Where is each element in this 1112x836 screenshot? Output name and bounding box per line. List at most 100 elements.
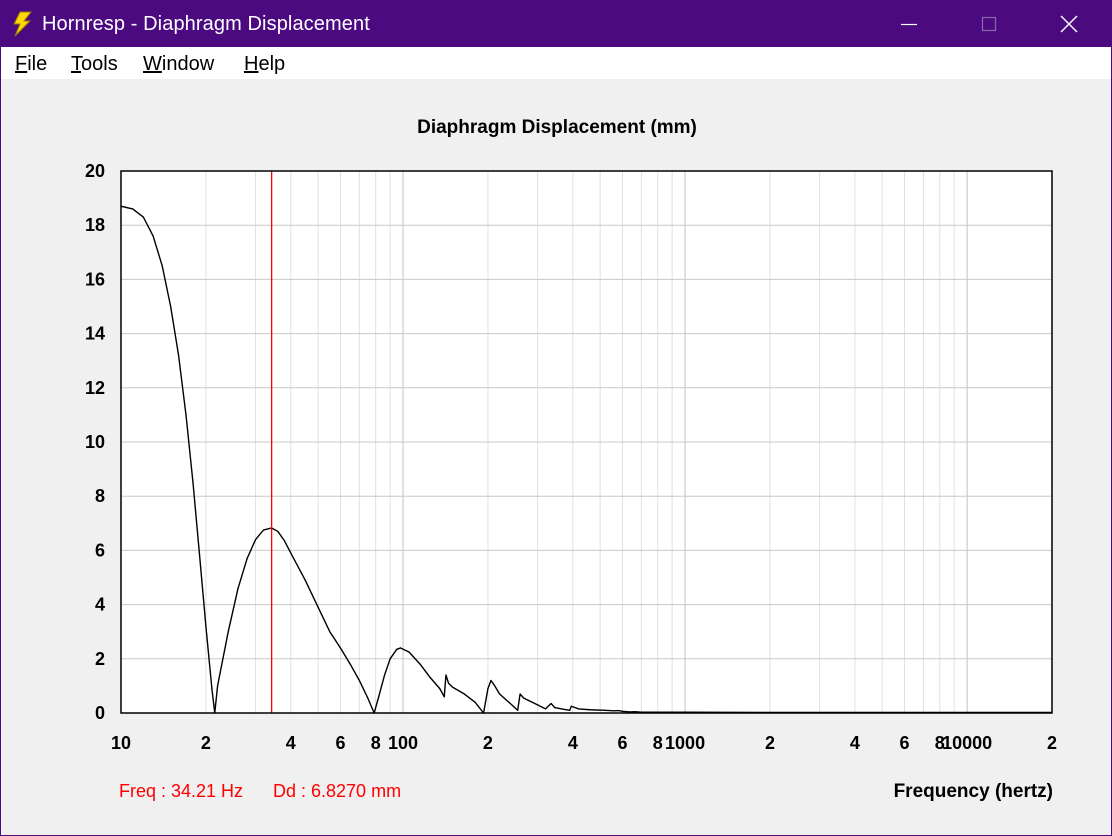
x-tick-label: 10 bbox=[111, 733, 131, 753]
data-point bbox=[629, 711, 632, 713]
data-point bbox=[254, 538, 257, 541]
data-point bbox=[617, 709, 619, 712]
x-tick-label: 8 bbox=[653, 733, 663, 753]
minimize-button[interactable] bbox=[869, 1, 949, 47]
x-tick-label: 6 bbox=[335, 733, 345, 753]
data-point bbox=[569, 709, 571, 711]
x-tick-label: 2 bbox=[483, 733, 493, 753]
data-point bbox=[277, 530, 279, 533]
x-tick-label: 4 bbox=[286, 733, 296, 753]
data-point bbox=[132, 208, 134, 210]
menu-bar: File Tools Window Help bbox=[1, 47, 1111, 79]
data-point bbox=[429, 677, 431, 679]
x-tick-label: 8 bbox=[371, 733, 381, 753]
data-point bbox=[205, 625, 207, 627]
data-point bbox=[517, 709, 519, 711]
data-point bbox=[367, 697, 369, 699]
title-bar[interactable]: Hornresp - Diaphragm Displacement bbox=[1, 1, 1111, 47]
menu-tools[interactable]: Tools bbox=[71, 53, 118, 75]
x-tick-label: 6 bbox=[617, 733, 627, 753]
data-point bbox=[621, 710, 624, 712]
x-tick-label: 2 bbox=[1047, 733, 1057, 753]
data-point bbox=[490, 679, 492, 682]
data-point bbox=[177, 354, 180, 356]
maximize-button[interactable] bbox=[949, 1, 1029, 47]
data-point bbox=[523, 697, 525, 699]
data-point bbox=[317, 606, 319, 608]
freq-readout: Freq : 34.21 Hz bbox=[119, 781, 244, 801]
data-point bbox=[283, 540, 286, 542]
data-point bbox=[419, 663, 421, 665]
x-tick-label: 4 bbox=[850, 733, 860, 753]
plot-border bbox=[120, 170, 1053, 714]
data-point bbox=[439, 688, 441, 690]
data-point bbox=[237, 587, 239, 589]
data-point bbox=[519, 693, 521, 695]
y-tick-label: 8 bbox=[95, 486, 105, 506]
data-point bbox=[544, 708, 547, 710]
data-point bbox=[349, 663, 351, 665]
data-point bbox=[536, 704, 539, 706]
data-point bbox=[499, 693, 501, 695]
data-point bbox=[170, 305, 172, 308]
data-point bbox=[192, 482, 194, 484]
y-tick-label: 18 bbox=[85, 215, 105, 235]
y-tick-label: 4 bbox=[95, 595, 105, 615]
data-point bbox=[550, 702, 552, 705]
x-axis-label: Frequency (hertz) bbox=[893, 781, 1053, 802]
data-point bbox=[199, 555, 201, 557]
menu-help[interactable]: Help bbox=[244, 53, 286, 75]
close-icon bbox=[1060, 15, 1078, 33]
data-point bbox=[554, 706, 556, 709]
y-tick-label: 14 bbox=[85, 324, 105, 344]
data-point bbox=[185, 414, 187, 416]
y-tick-label: 0 bbox=[95, 703, 105, 723]
x-tick-label: 2 bbox=[765, 733, 775, 753]
data-point bbox=[474, 701, 476, 703]
data-point bbox=[463, 693, 465, 695]
x-tick-label: 2 bbox=[201, 733, 211, 753]
x-tick-label: 6 bbox=[900, 733, 910, 753]
x-tick-label: 8 bbox=[935, 733, 945, 753]
data-point bbox=[290, 552, 292, 554]
data-point bbox=[445, 674, 447, 676]
data-point bbox=[227, 631, 229, 633]
data-point bbox=[161, 265, 163, 267]
close-button[interactable] bbox=[1029, 1, 1109, 47]
data-point bbox=[447, 682, 450, 684]
menu-window[interactable]: Window bbox=[143, 53, 215, 75]
x-tick-label: 1000 bbox=[665, 733, 705, 753]
menu-file[interactable]: File bbox=[15, 53, 48, 75]
y-tick-label: 6 bbox=[95, 540, 105, 560]
data-point bbox=[509, 702, 511, 705]
minimize-icon bbox=[901, 23, 917, 26]
data-point bbox=[578, 708, 580, 710]
lightning-bolt-icon bbox=[11, 11, 33, 37]
data-point bbox=[452, 686, 454, 688]
data-point bbox=[211, 688, 213, 690]
x-tick-label: 100 bbox=[388, 733, 418, 753]
x-tick-label: 10000 bbox=[942, 733, 992, 753]
data-point bbox=[613, 710, 615, 712]
data-point bbox=[339, 647, 342, 649]
data-point bbox=[246, 557, 248, 560]
data-point bbox=[570, 705, 572, 707]
data-point bbox=[152, 235, 154, 237]
data-point bbox=[633, 711, 635, 713]
data-point bbox=[142, 216, 144, 218]
x-tick-label: 4 bbox=[568, 733, 578, 753]
data-point bbox=[389, 658, 391, 660]
data-point bbox=[604, 709, 606, 711]
data-point bbox=[383, 674, 386, 676]
data-point bbox=[408, 651, 410, 653]
data-point bbox=[561, 708, 563, 710]
data-point bbox=[216, 685, 219, 687]
data-point bbox=[493, 683, 495, 686]
data-point bbox=[487, 688, 489, 690]
data-point bbox=[358, 679, 360, 682]
window-title: Hornresp - Diaphragm Displacement bbox=[42, 13, 370, 35]
data-point bbox=[589, 709, 591, 711]
y-tick-label: 10 bbox=[85, 432, 105, 452]
